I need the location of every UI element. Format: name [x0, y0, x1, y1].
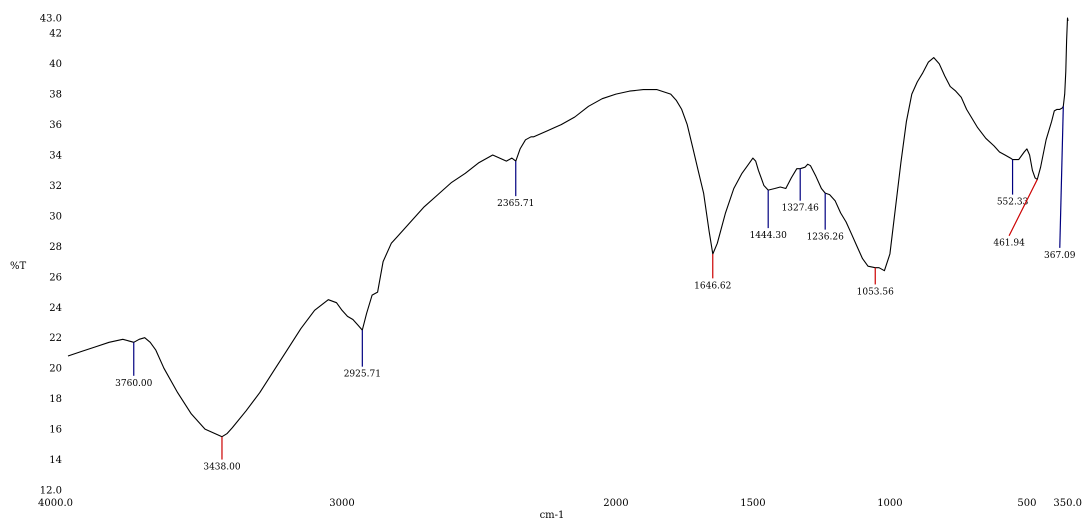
y-tick-label: 20 [49, 364, 62, 375]
y-tick-labels: 12.0 14 16 18 20 22 24 26 28 30 32 34 36 38 40 42 43.0 [40, 14, 62, 497]
peak-label: 1236.26 [807, 233, 844, 243]
x-axis-label: cm-1 [540, 510, 565, 521]
peak-marker [1059, 106, 1064, 248]
peak-label: 552.33 [997, 198, 1029, 208]
x-tick-label: 2000 [603, 498, 628, 509]
y-tick-label: 28 [49, 242, 62, 253]
y-tick-label: 24 [49, 303, 62, 314]
x-tick-label: 1000 [877, 498, 902, 509]
y-tick-label: 16 [49, 425, 62, 436]
x-tick-labels: 4000.0 3000 2000 1500 1000 500 350.0 [38, 498, 1082, 509]
y-tick-label: 22 [49, 333, 62, 344]
y-tick-label: 18 [49, 394, 62, 405]
y-tick-label: 43.0 [40, 14, 62, 25]
y-tick-label: 26 [49, 272, 62, 283]
y-axis-label: %T [10, 261, 27, 272]
x-tick-label: 1500 [740, 498, 765, 509]
peak-label: 461.94 [993, 239, 1025, 249]
peak-label: 1646.62 [694, 281, 731, 291]
x-tick-label: 350.0 [1053, 498, 1082, 509]
y-tick-label: 30 [49, 211, 62, 222]
y-tick-label: 12.0 [40, 486, 62, 497]
y-tick-label: 32 [49, 181, 62, 192]
peak-label: 367.09 [1044, 251, 1076, 261]
peak-label: 3760.00 [115, 379, 152, 389]
x-tick-label: 3000 [329, 498, 354, 509]
peak-label: 1053.56 [857, 287, 894, 297]
spectrum-line [67, 17, 1069, 438]
spectrum-series [67, 17, 1069, 438]
y-tick-label: 34 [49, 151, 62, 162]
y-tick-label: 40 [49, 59, 62, 70]
peak-label: 2925.71 [344, 370, 381, 380]
y-tick-label: 14 [49, 455, 62, 466]
y-tick-label: 42 [49, 29, 62, 40]
x-tick-label: 4000.0 [38, 498, 73, 509]
peak-label: 2365.71 [497, 199, 534, 209]
x-tick-label: 500 [1017, 498, 1036, 509]
y-tick-label: 38 [49, 90, 62, 101]
y-tick-label: 36 [49, 120, 62, 131]
peak-annotations: 3760.00 3438.00 2925.71 2365.71 1646.62 1444.… [115, 106, 1076, 473]
peak-label: 1327.46 [782, 204, 819, 214]
peak-label: 3438.00 [203, 463, 240, 473]
peak-label: 1444.30 [750, 231, 787, 241]
peak-marker [1008, 179, 1038, 236]
